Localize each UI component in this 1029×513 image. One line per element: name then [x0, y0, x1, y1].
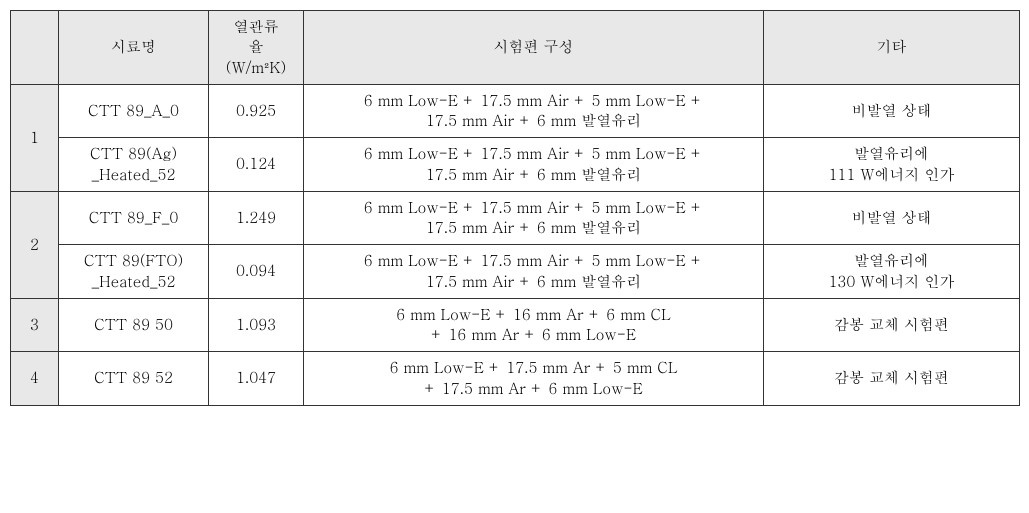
etc-line1: 발열유리에 [854, 250, 929, 271]
thermal-value: 1.093 [209, 298, 304, 352]
name-line1: CTT 89(Ag) [90, 143, 177, 164]
comp-line2: 17.5 mm Air + 6 mm 발열유리 [426, 271, 641, 292]
sample-name: CTT 89_A_0 [59, 84, 209, 138]
sample-name: CTT 89(Ag) _Heated_52 [59, 138, 209, 192]
composition: 6 mm Low-E + 16 mm Ar + 6 mm CL + 16 mm … [304, 298, 764, 352]
etc-line2: 130 W에너지 인가 [829, 271, 955, 292]
comp-line1: 6 mm Low-E + 17.5 mm Air + 5 mm Low-E + [364, 197, 703, 218]
comp-line1: 6 mm Low-E + 17.5 mm Air + 5 mm Low-E + [364, 143, 703, 164]
thermal-value: 0.094 [209, 245, 304, 299]
etc-line1: 발열유리에 [854, 143, 929, 164]
header-composition: 시험편 구성 [304, 11, 764, 85]
name-line1: CTT 89(FTO) [84, 250, 183, 271]
thermal-value: 1.249 [209, 191, 304, 245]
comp-line2: + 16 mm Ar + 6 mm Low-E [431, 324, 636, 345]
comp-line1: 6 mm Low-E + 17.5 mm Ar + 5 mm CL [390, 357, 678, 378]
composition: 6 mm Low-E + 17.5 mm Air + 5 mm Low-E + … [304, 245, 764, 299]
table-row: CTT 89(FTO) _Heated_52 0.094 6 mm Low-E … [11, 245, 1020, 299]
spec-table: 시료명 열관류 율 (W/m²K) 시험편 구성 기타 1 CTT 89_A_0… [10, 10, 1020, 406]
header-row: 시료명 열관류 율 (W/m²K) 시험편 구성 기타 [11, 11, 1020, 85]
etc-line2: 111 W에너지 인가 [829, 164, 955, 185]
name-line2: _Heated_52 [92, 164, 176, 185]
composition: 6 mm Low-E + 17.5 mm Air + 5 mm Low-E + … [304, 138, 764, 192]
sample-name: CTT 89(FTO) _Heated_52 [59, 245, 209, 299]
etc: 발열유리에 111 W에너지 인가 [764, 138, 1020, 192]
etc-line1: 비발열 상태 [852, 207, 932, 228]
comp-line1: 6 mm Low-E + 16 mm Ar + 6 mm CL [396, 304, 671, 325]
etc: 비발열 상태 [764, 191, 1020, 245]
comp-line2: 17.5 mm Air + 6 mm 발열유리 [426, 164, 641, 185]
comp-line2: + 17.5 mm Ar + 6 mm Low-E [424, 378, 642, 399]
sample-name: CTT 89 50 [59, 298, 209, 352]
etc-line1: 감봉 교체 시험편 [834, 314, 949, 335]
table-row: CTT 89(Ag) _Heated_52 0.124 6 mm Low-E +… [11, 138, 1020, 192]
etc-line1: 비발열 상태 [852, 100, 932, 121]
etc: 감봉 교체 시험편 [764, 298, 1020, 352]
header-etc: 기타 [764, 11, 1020, 85]
row-index: 1 [11, 84, 59, 191]
header-name: 시료명 [59, 11, 209, 85]
thermal-value: 0.124 [209, 138, 304, 192]
etc-line1: 감봉 교체 시험편 [834, 367, 949, 388]
table-row: 1 CTT 89_A_0 0.925 6 mm Low-E + 17.5 mm … [11, 84, 1020, 138]
sample-name: CTT 89 52 [59, 352, 209, 406]
comp-line2: 17.5 mm Air + 6 mm 발열유리 [426, 217, 641, 238]
header-value-line1: 열관류 [213, 17, 299, 37]
header-value-unit: (W/m²K) [213, 58, 299, 78]
header-value: 열관류 율 (W/m²K) [209, 11, 304, 85]
row-index: 2 [11, 191, 59, 298]
table-row: 3 CTT 89 50 1.093 6 mm Low-E + 16 mm Ar … [11, 298, 1020, 352]
header-idx [11, 11, 59, 85]
etc: 감봉 교체 시험편 [764, 352, 1020, 406]
table-row: 2 CTT 89_F_0 1.249 6 mm Low-E + 17.5 mm … [11, 191, 1020, 245]
table-row: 4 CTT 89 52 1.047 6 mm Low-E + 17.5 mm A… [11, 352, 1020, 406]
comp-line1: 6 mm Low-E + 17.5 mm Air + 5 mm Low-E + [364, 90, 703, 111]
header-value-line2: 율 [213, 37, 299, 57]
comp-line1: 6 mm Low-E + 17.5 mm Air + 5 mm Low-E + [364, 250, 703, 271]
thermal-value: 0.925 [209, 84, 304, 138]
composition: 6 mm Low-E + 17.5 mm Ar + 5 mm CL + 17.5… [304, 352, 764, 406]
row-index: 4 [11, 352, 59, 406]
composition: 6 mm Low-E + 17.5 mm Air + 5 mm Low-E + … [304, 191, 764, 245]
sample-name: CTT 89_F_0 [59, 191, 209, 245]
composition: 6 mm Low-E + 17.5 mm Air + 5 mm Low-E + … [304, 84, 764, 138]
thermal-value: 1.047 [209, 352, 304, 406]
etc: 비발열 상태 [764, 84, 1020, 138]
comp-line2: 17.5 mm Air + 6 mm 발열유리 [426, 110, 641, 131]
row-index: 3 [11, 298, 59, 352]
etc: 발열유리에 130 W에너지 인가 [764, 245, 1020, 299]
name-line2: _Heated_52 [92, 271, 176, 292]
